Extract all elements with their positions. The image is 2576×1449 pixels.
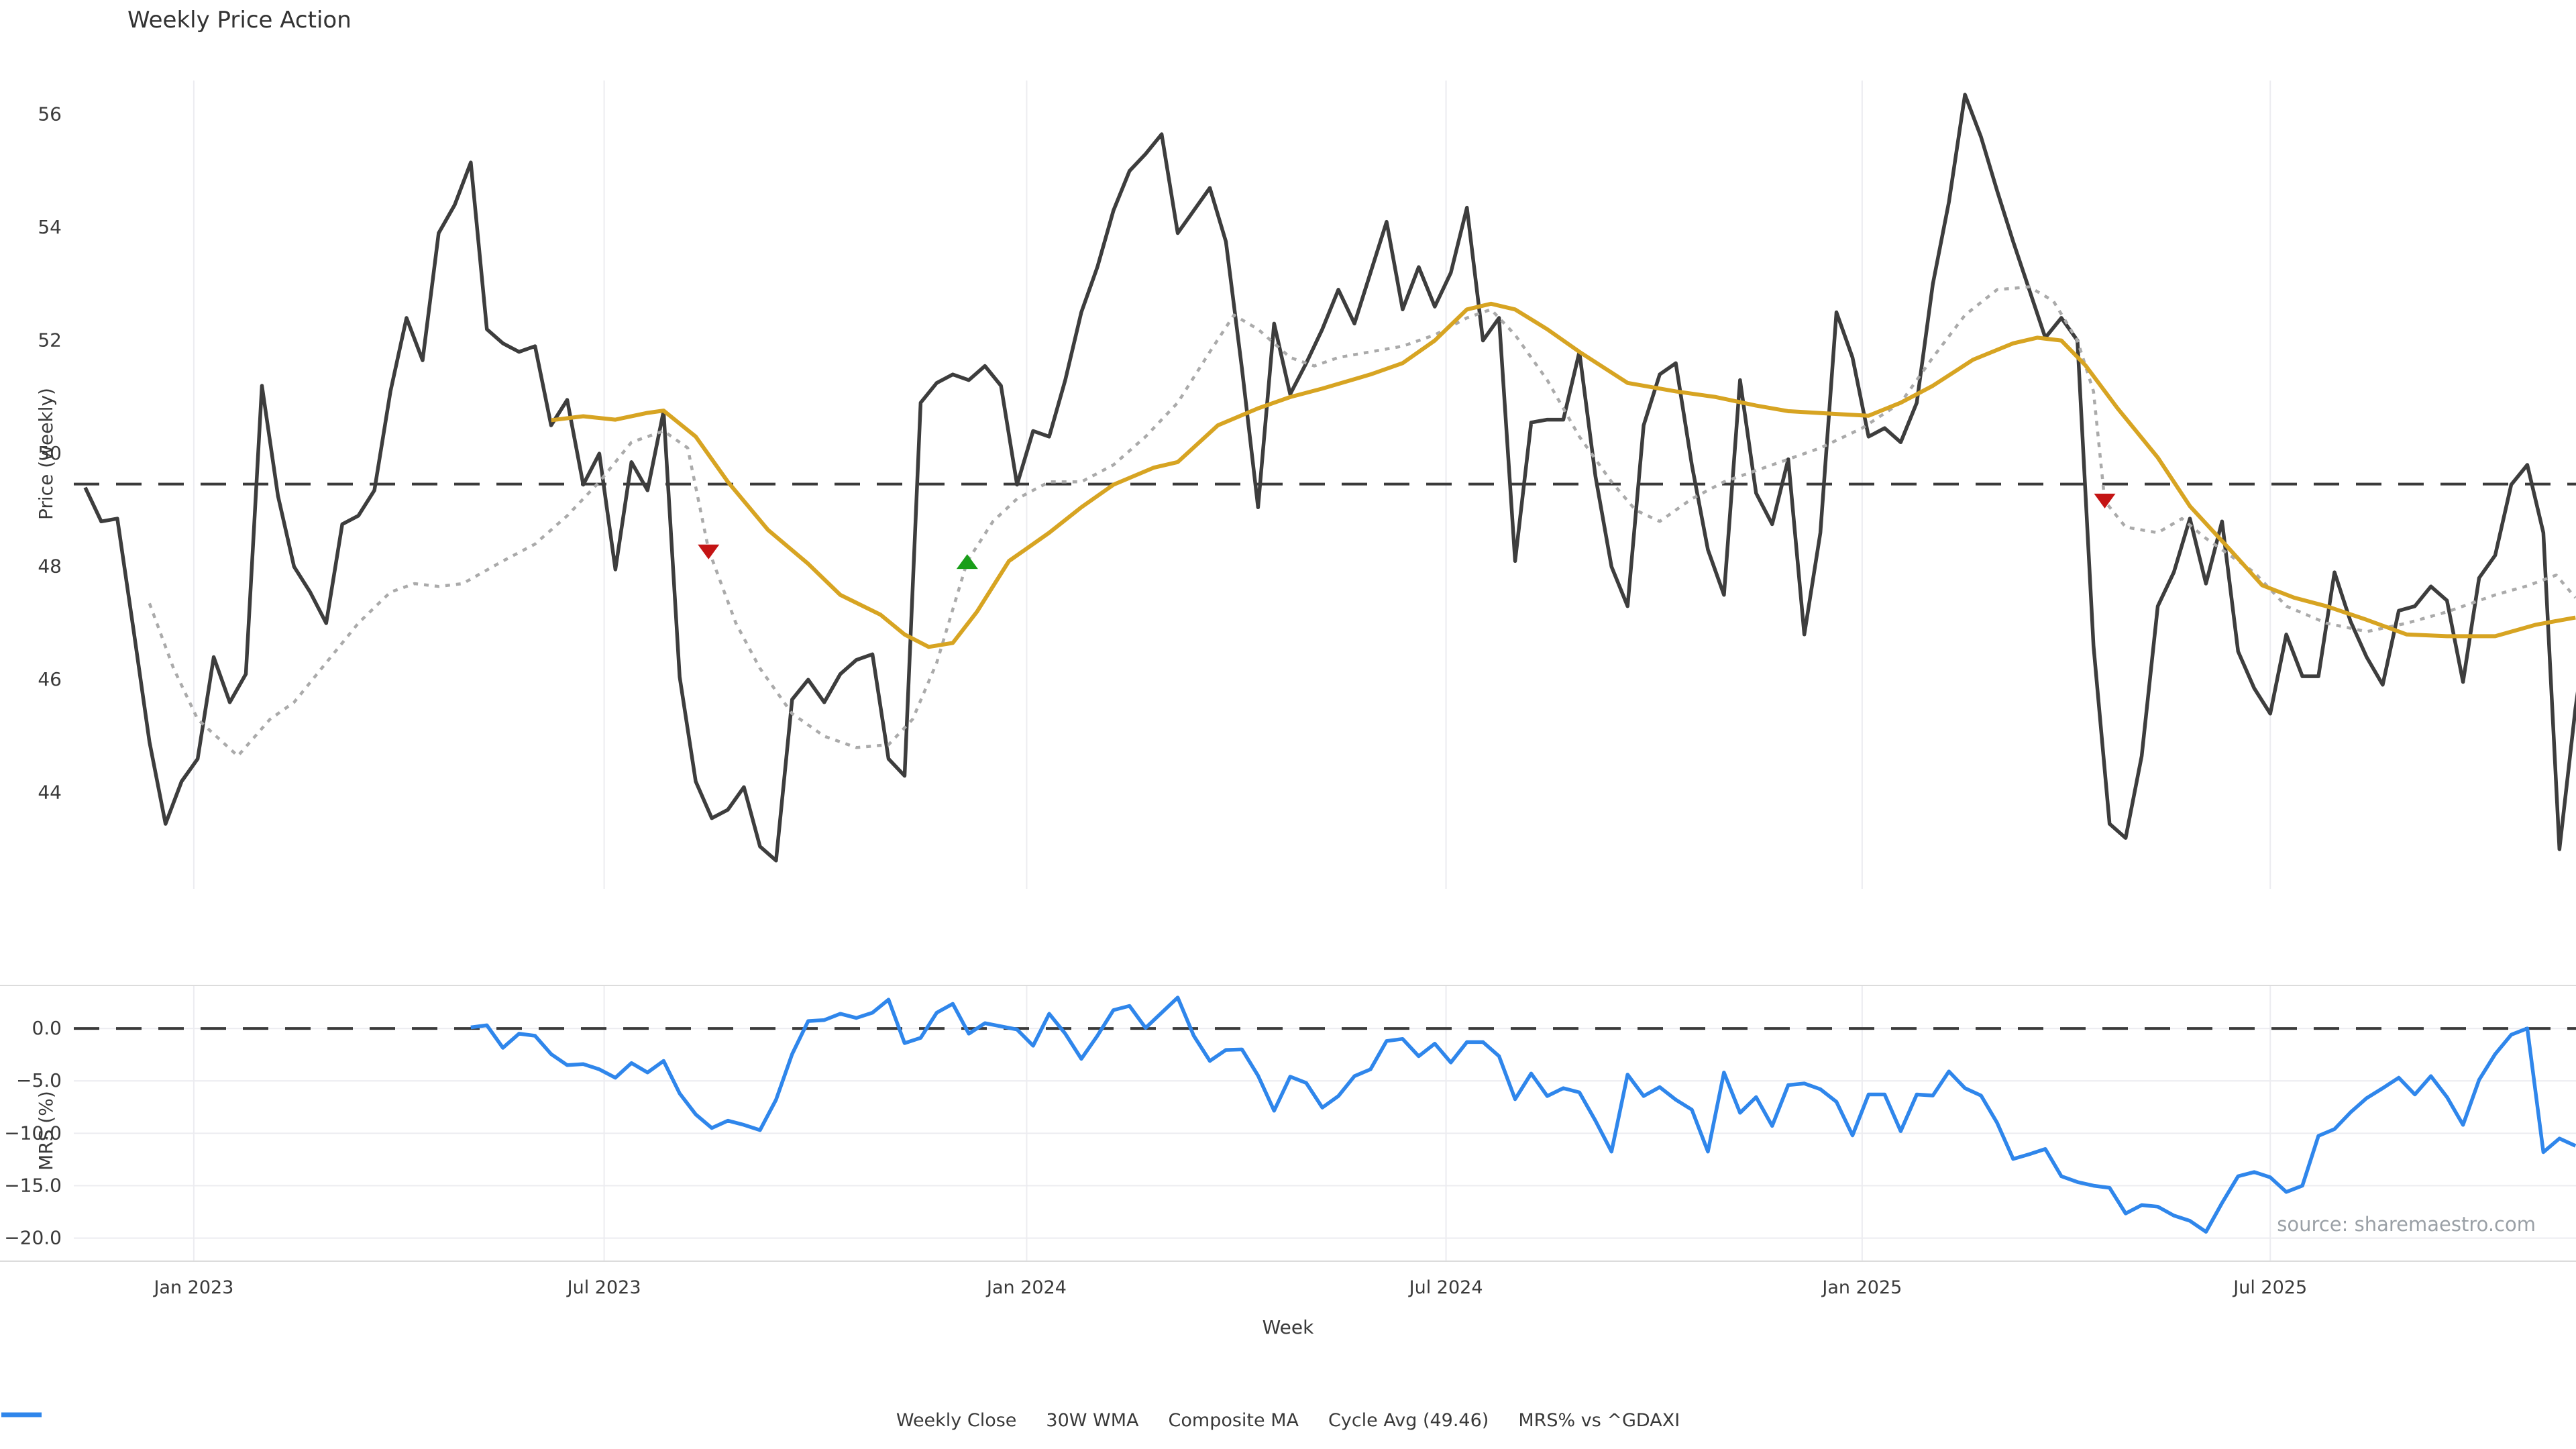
legend-label: Cycle Avg (49.46) bbox=[1328, 1410, 1489, 1431]
price-axis-label: Price (weekly) bbox=[35, 388, 57, 520]
legend-label: 30W WMA bbox=[1046, 1410, 1139, 1431]
legend-swatch-icon bbox=[1, 1412, 42, 1417]
price-y-tick-label: 46 bbox=[38, 668, 62, 690]
price-y-tick-label: 48 bbox=[38, 555, 62, 578]
legend-item-cycle-avg-49-46-: Cycle Avg (49.46) bbox=[1, 1410, 1489, 1431]
mrs-y-tick-label: −5.0 bbox=[16, 1069, 62, 1091]
mrs-y-tick-label: 0.0 bbox=[32, 1017, 62, 1039]
price-y-tick-label: 50 bbox=[38, 442, 62, 464]
price-y-tick-label: 54 bbox=[38, 216, 62, 238]
price-y-tick-label: 56 bbox=[38, 103, 62, 125]
price-y-tick-label: 52 bbox=[38, 329, 62, 352]
x-tick-label: Jan 2023 bbox=[152, 1277, 233, 1298]
mrs-line bbox=[470, 996, 2576, 1234]
x-tick-label: Jul 2023 bbox=[566, 1277, 641, 1298]
legend-item-weekly-close: Weekly Close bbox=[1, 1410, 1017, 1431]
chart-title: Weekly Price Action bbox=[127, 7, 352, 34]
buy-marker-icon bbox=[956, 554, 978, 570]
sell-marker-icon bbox=[2094, 493, 2116, 508]
legend-item-30w-wma: 30W WMA bbox=[1, 1410, 1139, 1431]
x-tick-label: Jan 2024 bbox=[985, 1277, 1067, 1298]
mrs-y-tick-label: −10.0 bbox=[4, 1122, 62, 1144]
composite-ma-line bbox=[148, 285, 2576, 758]
legend-item-composite-ma: Composite MA bbox=[1, 1410, 1299, 1431]
x-tick-label: Jul 2025 bbox=[2232, 1277, 2307, 1298]
sell-marker-icon bbox=[698, 544, 720, 559]
legend-item-mrs-vs-gdaxi: MRS% vs ^GDAXI bbox=[1, 1410, 1680, 1431]
source-credit: source: sharemaestro.com bbox=[2277, 1213, 2536, 1236]
mrs-y-tick-label: −20.0 bbox=[4, 1227, 62, 1249]
mrs-y-tick-label: −15.0 bbox=[4, 1174, 62, 1196]
chart-legend: Weekly Close 30W WMA Composite MA Cycle Avg… bbox=[0, 1410, 2576, 1431]
weekly-close-line bbox=[83, 93, 2576, 863]
x-tick-label: Jan 2025 bbox=[1821, 1277, 1902, 1298]
price-y-tick-label: 44 bbox=[38, 782, 62, 804]
x-tick-label: Jul 2024 bbox=[1408, 1277, 1483, 1298]
legend-label: Weekly Close bbox=[896, 1410, 1017, 1431]
legend-label: Composite MA bbox=[1168, 1410, 1299, 1431]
x-axis-label: Week bbox=[1262, 1316, 1314, 1338]
wma-30w-line bbox=[551, 301, 2576, 649]
mrs-axis-label: MRS (%) bbox=[35, 1091, 57, 1171]
legend-label: MRS% vs ^GDAXI bbox=[1518, 1410, 1680, 1431]
